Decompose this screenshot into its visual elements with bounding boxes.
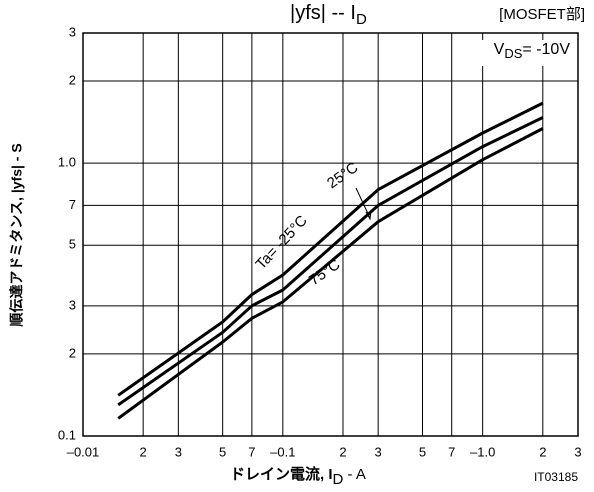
x-tick-label: 7 <box>448 444 455 459</box>
header-note: [MOSFET部] <box>499 6 585 23</box>
annotation: 75°C <box>306 256 343 289</box>
x-tick-label: 2 <box>539 444 546 459</box>
x-tick-label: –0.01 <box>67 444 100 459</box>
x-tick-label: 7 <box>248 444 255 459</box>
condition: VDS= -10V <box>494 41 571 61</box>
curve <box>117 101 544 397</box>
x-tick-label: 2 <box>339 444 346 459</box>
plot-frame <box>82 32 579 437</box>
y-tick-label: 7 <box>69 197 76 212</box>
x-tick-label: 3 <box>375 444 382 459</box>
chart-title: |yfs| -- ID <box>290 2 367 28</box>
x-axis-label: ドレイン電流, ID - A <box>230 465 366 488</box>
curve <box>117 116 544 407</box>
condition-bg <box>462 40 574 66</box>
x-tick-label: 5 <box>419 444 426 459</box>
y-tick-label: 3 <box>69 297 76 312</box>
x-tick-label: 5 <box>219 444 226 459</box>
figure-id: IT03185 <box>534 470 578 484</box>
y-tick-label: 2 <box>69 72 76 87</box>
curve <box>117 127 544 420</box>
annotation: Ta= -25°C <box>252 212 310 273</box>
x-tick-label: 2 <box>140 444 147 459</box>
y-tick-label: 0.1 <box>58 427 76 442</box>
y-tick-label: 2 <box>69 345 76 360</box>
x-tick-label: 3 <box>574 444 581 459</box>
x-tick-label: 3 <box>175 444 182 459</box>
y-tick-label: 5 <box>69 237 76 252</box>
y-tick-label: 3 <box>69 24 76 39</box>
x-tick-label: –1.0 <box>470 444 495 459</box>
y-axis-label: 順伝達アドミタンス, |yfs| - S <box>9 143 25 326</box>
x-tick-label: –0.1 <box>270 444 295 459</box>
y-tick-label: 1.0 <box>58 155 76 170</box>
